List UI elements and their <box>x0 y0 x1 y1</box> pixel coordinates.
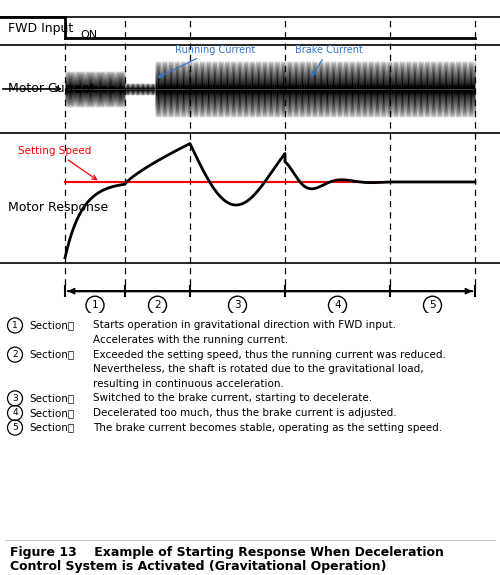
Text: Section：: Section： <box>29 393 74 404</box>
Text: Nevertheless, the shaft is rotated due to the gravitational load,: Nevertheless, the shaft is rotated due t… <box>93 364 424 374</box>
Text: FWD Input: FWD Input <box>8 22 73 35</box>
Text: 3: 3 <box>234 300 241 311</box>
Text: 4: 4 <box>12 408 18 417</box>
Text: Motor Response: Motor Response <box>8 201 108 214</box>
Text: Decelerated too much, thus the brake current is adjusted.: Decelerated too much, thus the brake cur… <box>93 408 396 418</box>
Text: ON: ON <box>80 30 97 40</box>
Text: Starts operation in gravitational direction with FWD input.: Starts operation in gravitational direct… <box>93 320 396 331</box>
Text: 5: 5 <box>429 300 436 311</box>
Text: 5: 5 <box>12 423 18 432</box>
Text: Accelerates with the running current.: Accelerates with the running current. <box>93 335 288 345</box>
Text: 2: 2 <box>154 300 161 311</box>
Text: 1: 1 <box>12 321 18 330</box>
Text: 2: 2 <box>12 350 18 359</box>
Text: Running Current: Running Current <box>159 45 256 77</box>
Text: Section：: Section： <box>29 350 74 359</box>
Text: 4: 4 <box>334 300 341 311</box>
Text: 1: 1 <box>92 300 98 311</box>
Text: Exceeded the setting speed, thus the running current was reduced.: Exceeded the setting speed, thus the run… <box>93 350 446 359</box>
Text: 3: 3 <box>12 394 18 403</box>
Text: Section：: Section： <box>29 408 74 418</box>
Text: Switched to the brake current, starting to decelerate.: Switched to the brake current, starting … <box>93 393 372 404</box>
Text: Section：: Section： <box>29 423 74 432</box>
Text: Section：: Section： <box>29 320 74 331</box>
Text: Figure 13    Example of Starting Response When Deceleration: Figure 13 Example of Starting Response W… <box>10 546 444 559</box>
Text: Control System is Activated (Gravitational Operation): Control System is Activated (Gravitation… <box>10 561 386 573</box>
Text: Setting Speed: Setting Speed <box>18 145 96 179</box>
Text: resulting in continuous acceleration.: resulting in continuous acceleration. <box>93 379 284 389</box>
Text: Motor Current: Motor Current <box>8 82 95 95</box>
Text: Brake Current: Brake Current <box>295 45 363 75</box>
Text: The brake current becomes stable, operating as the setting speed.: The brake current becomes stable, operat… <box>93 423 442 432</box>
